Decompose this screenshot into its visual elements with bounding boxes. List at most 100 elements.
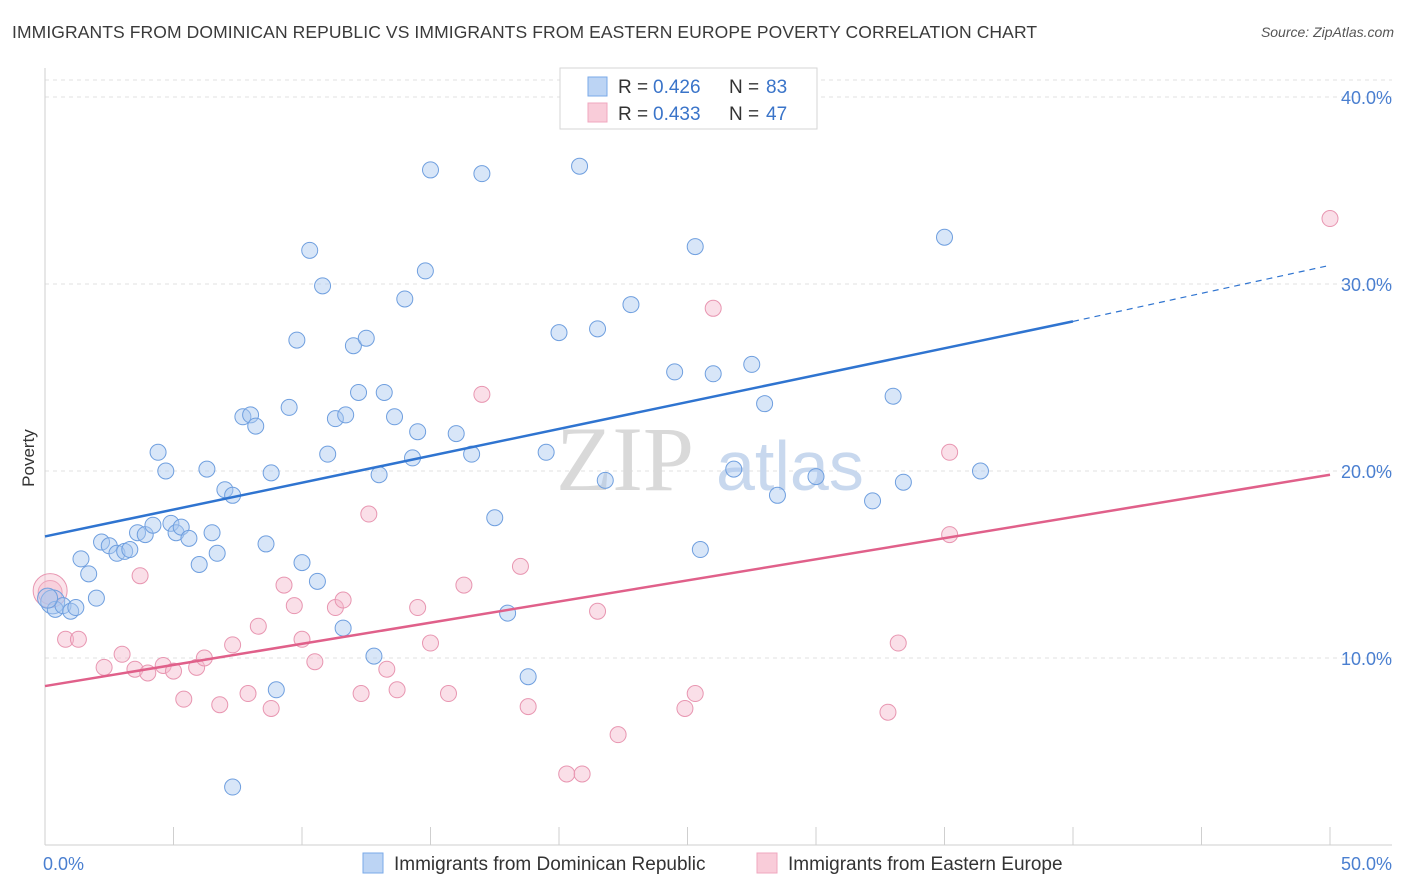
source-label: Source: ZipAtlas.com	[1260, 24, 1394, 40]
data-point	[416, 262, 434, 280]
data-point	[941, 443, 959, 461]
data-point	[357, 329, 375, 347]
data-point	[314, 277, 332, 295]
legend-r-label-pink: R =	[618, 104, 648, 125]
data-point	[285, 597, 303, 615]
grid-lines: 10.0% 20.0% 30.0% 40.0%	[45, 79, 1392, 669]
data-point	[864, 492, 882, 510]
bottom-legend-label-blue: Immigrants from Dominican Republic	[394, 854, 706, 875]
data-point	[573, 765, 591, 783]
data-point	[208, 544, 226, 562]
data-point	[396, 290, 414, 308]
watermark: ZIP atlas	[556, 408, 864, 510]
axes: 0.0% 50.0%	[43, 68, 1392, 874]
data-point	[589, 602, 607, 620]
data-point	[941, 526, 959, 544]
data-point	[157, 462, 175, 480]
legend-n-label-pink: N =	[729, 104, 759, 125]
y-tick-label: 10.0%	[1341, 649, 1392, 669]
data-point	[95, 658, 113, 676]
data-point	[473, 385, 491, 403]
data-point	[550, 324, 568, 342]
data-point	[511, 557, 529, 575]
data-point	[936, 228, 953, 246]
data-point	[889, 634, 907, 652]
data-point	[725, 460, 743, 478]
data-point	[386, 408, 404, 426]
data-point	[144, 516, 162, 534]
data-point	[262, 464, 280, 482]
y-tick-label: 40.0%	[1341, 88, 1392, 108]
data-point	[326, 410, 344, 428]
data-point-large	[37, 587, 59, 609]
data-point	[519, 698, 537, 716]
data-point	[72, 550, 90, 568]
y-tick-label: 20.0%	[1341, 462, 1392, 482]
legend-n-value-pink: 47	[766, 104, 787, 125]
data-point	[211, 696, 229, 714]
data-point	[704, 299, 722, 317]
data-point	[67, 599, 85, 617]
legend-swatch-pink	[587, 102, 608, 123]
legend-r-value-blue: 0.426	[653, 77, 701, 98]
data-point	[370, 466, 388, 484]
data-point	[334, 591, 352, 609]
data-point	[57, 630, 75, 648]
data-point	[596, 471, 614, 489]
data-point	[447, 425, 465, 443]
data-point	[350, 383, 368, 401]
trend-line-dominican-extension	[1072, 264, 1331, 322]
y-axis-title: Poverty	[19, 429, 38, 487]
series-dominican-points	[37, 157, 989, 796]
data-point	[131, 567, 149, 585]
data-point	[306, 653, 324, 671]
series-eastern-europe-points	[32, 210, 1339, 783]
watermark-zip: ZIP	[556, 408, 694, 510]
data-point	[69, 630, 87, 648]
data-point	[293, 554, 311, 572]
data-point	[275, 576, 293, 594]
data-point	[165, 662, 182, 680]
data-point	[180, 529, 198, 547]
data-point	[455, 576, 473, 594]
data-point	[894, 473, 912, 491]
data-point	[121, 541, 139, 559]
data-point	[249, 617, 267, 635]
data-point	[422, 161, 439, 179]
data-point	[337, 406, 355, 424]
data-point	[344, 337, 362, 355]
data-point	[686, 238, 704, 256]
legend-n-value-blue: 83	[766, 77, 787, 98]
data-point	[190, 556, 208, 573]
data-point	[1321, 210, 1339, 228]
legend-r-label-blue: R =	[618, 77, 648, 98]
data-point	[609, 726, 627, 744]
data-point	[224, 778, 242, 796]
trend-line-eastern-europe	[44, 473, 1331, 688]
data-point	[319, 445, 337, 463]
data-point	[360, 505, 378, 523]
data-point	[971, 462, 989, 480]
data-point	[691, 541, 709, 559]
data-point	[93, 533, 111, 551]
data-point	[756, 395, 774, 413]
data-point	[352, 685, 370, 703]
bottom-legend: Immigrants from Dominican Republic Immig…	[362, 852, 1063, 875]
data-point	[473, 165, 491, 183]
data-point	[224, 636, 242, 654]
data-point	[388, 681, 406, 699]
data-point	[262, 699, 280, 717]
legend-r-value-pink: 0.433	[653, 104, 701, 125]
data-point	[247, 417, 265, 435]
bottom-legend-label-pink: Immigrants from Eastern Europe	[788, 854, 1063, 875]
data-point	[589, 320, 607, 338]
data-point	[267, 681, 285, 699]
data-point	[519, 668, 537, 686]
trend-lines	[44, 264, 1331, 688]
data-point	[280, 398, 298, 416]
data-point	[704, 365, 722, 383]
data-point	[676, 699, 694, 717]
x-tick-label-min: 0.0%	[43, 854, 84, 874]
data-point	[743, 355, 761, 373]
